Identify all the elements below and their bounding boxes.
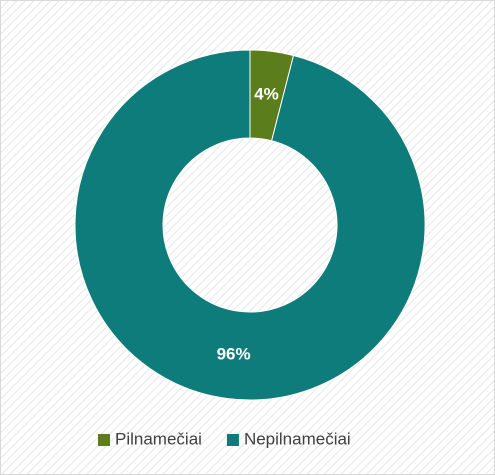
legend-swatch bbox=[226, 434, 239, 446]
legend-swatch bbox=[98, 434, 110, 446]
legend-label: Pilnamečiai bbox=[115, 429, 202, 448]
slice bbox=[74, 49, 426, 401]
plot: 4% 96% Pilnamečiai Nepilnamečiai bbox=[74, 49, 426, 448]
legend-label: Nepilnamečiai bbox=[244, 429, 351, 448]
data-label: 96% bbox=[217, 344, 251, 363]
data-label: 4% bbox=[254, 85, 279, 104]
